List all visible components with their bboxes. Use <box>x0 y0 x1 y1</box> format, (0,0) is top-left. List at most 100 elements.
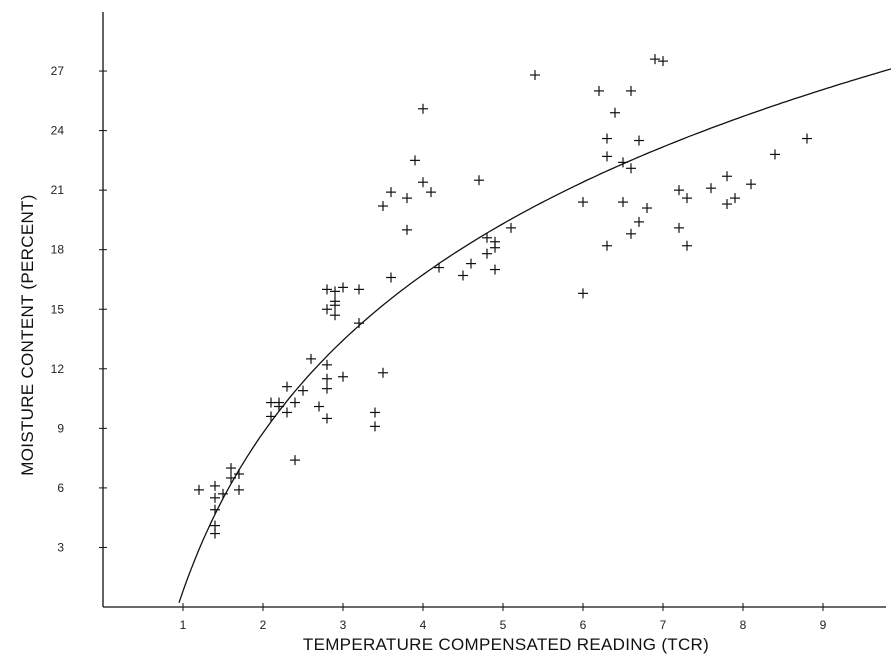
data-point <box>210 492 220 503</box>
fitted-curve <box>178 68 891 604</box>
data-point <box>322 284 332 295</box>
data-point <box>650 54 660 65</box>
data-point <box>386 272 396 283</box>
data-point <box>634 135 644 146</box>
data-point <box>282 407 292 418</box>
data-point <box>402 224 412 235</box>
data-point <box>626 228 636 239</box>
y-axis-title: MOISTURE CONTENT (PERCENT) <box>18 194 37 475</box>
data-point <box>330 286 340 297</box>
x-tick-label: 9 <box>820 618 827 632</box>
data-point <box>578 197 588 208</box>
y-tick-label: 18 <box>51 243 65 257</box>
data-point <box>218 488 228 499</box>
data-point <box>802 133 812 144</box>
axes <box>102 12 886 608</box>
data-point <box>610 107 620 118</box>
data-point <box>674 185 684 196</box>
data-point <box>482 232 492 243</box>
data-point <box>330 310 340 321</box>
data-point <box>426 187 436 198</box>
data-point <box>210 480 220 491</box>
data-point <box>626 163 636 174</box>
data-point <box>354 284 364 295</box>
data-point <box>626 85 636 96</box>
data-point <box>298 385 308 396</box>
data-point <box>482 248 492 259</box>
data-point <box>722 199 732 210</box>
data-point <box>290 455 300 466</box>
x-tick-label: 2 <box>260 618 267 632</box>
x-tick-label: 8 <box>740 618 747 632</box>
data-point <box>290 397 300 408</box>
data-point <box>458 270 468 281</box>
y-tick-label: 24 <box>51 124 65 138</box>
data-point <box>282 381 292 392</box>
data-point <box>594 85 604 96</box>
data-point <box>634 216 644 227</box>
data-points <box>194 54 812 539</box>
x-tick-label: 4 <box>420 618 427 632</box>
data-point <box>210 528 220 539</box>
data-point <box>386 187 396 198</box>
data-point <box>378 367 388 378</box>
data-point <box>330 300 340 311</box>
data-point <box>338 282 348 293</box>
data-point <box>642 203 652 214</box>
data-point <box>490 264 500 275</box>
data-point <box>354 318 364 329</box>
data-point <box>506 222 516 233</box>
data-point <box>466 258 476 269</box>
data-point <box>602 133 612 144</box>
data-point <box>722 171 732 182</box>
data-point <box>418 103 428 114</box>
x-tick-label: 7 <box>660 618 667 632</box>
data-point <box>578 288 588 299</box>
data-point <box>234 484 244 495</box>
data-point <box>602 151 612 162</box>
x-tick-label: 6 <box>580 618 587 632</box>
data-point <box>706 183 716 194</box>
data-point <box>530 70 540 81</box>
data-point <box>322 359 332 370</box>
data-point <box>210 504 220 515</box>
data-point <box>378 201 388 212</box>
y-tick-label: 15 <box>51 302 65 316</box>
data-point <box>434 262 444 273</box>
data-point <box>370 407 380 418</box>
y-tick-label: 12 <box>51 362 65 376</box>
data-point <box>602 240 612 251</box>
data-point <box>226 472 236 483</box>
y-tick-label: 3 <box>57 540 64 554</box>
data-point <box>746 179 756 190</box>
data-point <box>490 242 500 253</box>
data-point <box>730 193 740 204</box>
data-point <box>306 353 316 364</box>
data-point <box>226 463 236 474</box>
y-tick-label: 6 <box>57 481 64 495</box>
data-point <box>338 371 348 382</box>
data-point <box>322 383 332 394</box>
data-point <box>474 175 484 186</box>
data-point <box>402 193 412 204</box>
data-point <box>418 177 428 188</box>
y-tick-label: 21 <box>51 183 65 197</box>
data-point <box>658 56 668 67</box>
data-point <box>370 421 380 432</box>
x-axis-title: TEMPERATURE COMPENSATED READING (TCR) <box>303 635 709 654</box>
data-point <box>266 411 276 422</box>
data-point <box>234 469 244 480</box>
data-point <box>618 197 628 208</box>
y-tick-label: 27 <box>51 64 65 78</box>
data-point <box>314 401 324 412</box>
data-point <box>322 304 332 315</box>
data-point <box>682 240 692 251</box>
data-point <box>682 193 692 204</box>
y-tick-label: 9 <box>57 421 64 435</box>
data-point <box>322 373 332 384</box>
data-point <box>274 401 284 412</box>
tick-marks <box>99 70 824 611</box>
data-point <box>322 413 332 424</box>
